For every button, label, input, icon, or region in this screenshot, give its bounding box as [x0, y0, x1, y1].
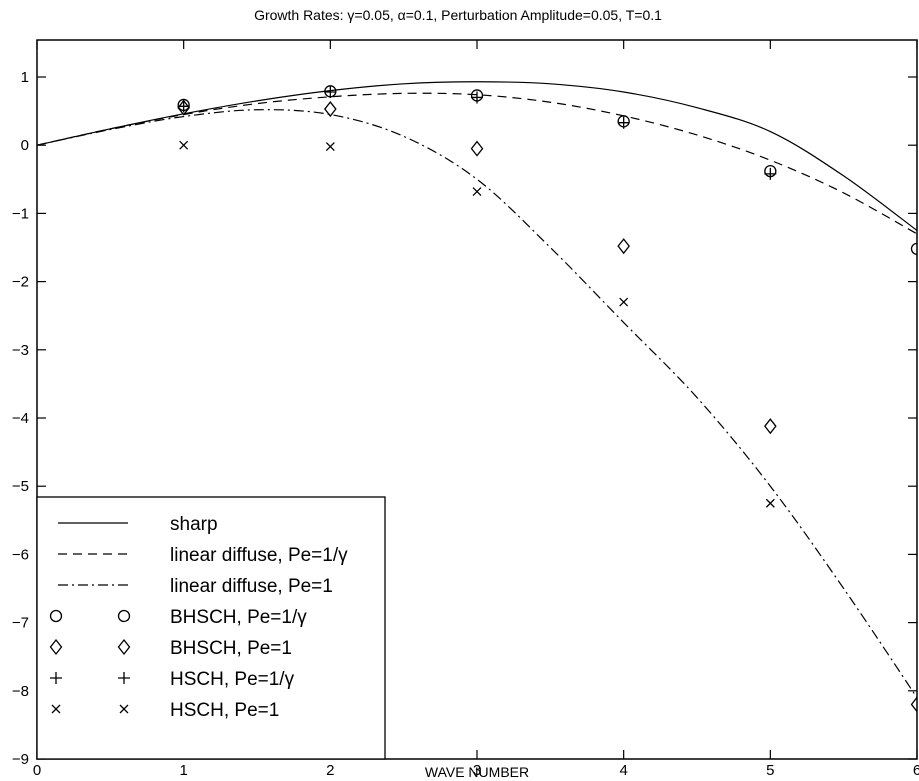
legend-label: HSCH, Pe=1/γ: [170, 669, 295, 690]
legend-label: sharp: [170, 514, 218, 535]
legend-label: linear diffuse, Pe=1: [170, 576, 333, 597]
series-line: [37, 92, 917, 235]
plus-marker: [617, 116, 630, 129]
legend-box: [36, 496, 386, 760]
plus-marker: [118, 672, 130, 684]
series-4: [177, 99, 917, 713]
x-marker: [325, 142, 335, 152]
diamond-marker: [764, 418, 777, 435]
x-tick-label: 5: [766, 762, 774, 779]
x-axis-label: WAVE NUMBER: [425, 764, 529, 780]
legend-label: BHSCH, Pe=1: [170, 638, 292, 659]
chart-title: Growth Rates: γ=0.05, α=0.1, Perturbatio…: [254, 7, 662, 23]
circle-marker: [910, 242, 917, 256]
x-marker: [51, 704, 61, 714]
series-1: [37, 92, 917, 235]
y-tick-label: 1: [21, 69, 29, 86]
legend-label: linear diffuse, Pe=1/γ: [170, 545, 348, 566]
y-tick-label: −8: [12, 683, 29, 700]
x-tick-label: 1: [179, 762, 187, 779]
diamond-marker: [177, 99, 190, 116]
series-6: [179, 140, 775, 508]
legend-item: BHSCH, Pe=1/γ: [49, 607, 307, 628]
legend-item: HSCH, Pe=1: [51, 700, 279, 721]
series-5: [177, 86, 777, 180]
diamond-marker: [324, 101, 337, 118]
y-tick-label: 0: [21, 137, 29, 154]
x-tick-label: 3: [473, 762, 481, 779]
x-marker: [765, 498, 775, 508]
x-tick-label: 0: [33, 762, 41, 779]
x-marker: [619, 297, 629, 307]
legend-label: HSCH, Pe=1: [170, 700, 279, 721]
diamond-marker: [470, 140, 484, 157]
y-tick-label: −1: [12, 205, 29, 222]
x-marker: [472, 187, 482, 197]
plus-marker: [471, 91, 483, 104]
circle-marker: [117, 609, 131, 623]
legend-item: HSCH, Pe=1/γ: [50, 669, 295, 690]
y-tick-label: −7: [12, 615, 29, 632]
y-tick-label: −2: [12, 274, 29, 291]
diamond-marker: [49, 638, 63, 656]
plus-marker: [50, 672, 62, 684]
plus-marker: [177, 100, 190, 113]
series-2: [37, 109, 917, 698]
diamond-marker: [117, 638, 131, 656]
plus-marker: [324, 86, 337, 99]
circle-marker: [49, 609, 63, 623]
axis-ticks: 0 1 2 3 4 5 6 1 0 −1 −2 −3 −4 −5 −6 −7 −8 −9: [12, 40, 919, 779]
diamond-marker: [910, 696, 917, 713]
series-layer: [37, 81, 917, 713]
y-tick-label: −4: [12, 410, 29, 427]
legend-item: sharp: [58, 514, 218, 535]
plus-marker: [764, 167, 777, 180]
series-3: [177, 85, 917, 256]
legend: sharp linear diffuse, Pe=1/γ linear diffus…: [36, 496, 386, 760]
legend-item: BHSCH, Pe=1: [49, 638, 292, 659]
x-marker: [119, 704, 129, 714]
series-line: [37, 109, 917, 698]
x-tick-label: 6: [913, 762, 919, 779]
x-marker: [179, 140, 189, 150]
x-tick-label: 4: [619, 762, 627, 779]
y-tick-label: −5: [12, 478, 29, 495]
y-tick-label: −9: [12, 751, 29, 768]
legend-label: BHSCH, Pe=1/γ: [170, 607, 307, 628]
diamond-marker: [617, 238, 630, 255]
y-tick-label: −6: [12, 546, 29, 563]
legend-item: linear diffuse, Pe=1: [58, 576, 333, 597]
legend-item: linear diffuse, Pe=1/γ: [58, 545, 348, 566]
y-tick-label: −3: [12, 342, 29, 359]
x-tick-label: 2: [326, 762, 334, 779]
